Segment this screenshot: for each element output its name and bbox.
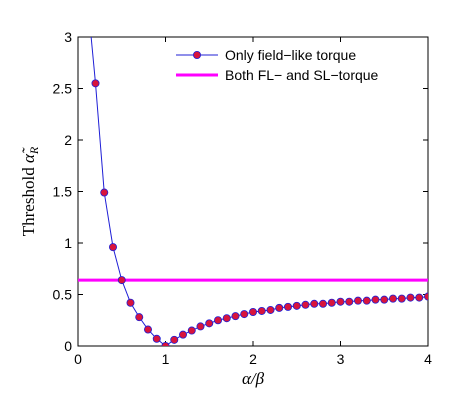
data-point xyxy=(275,303,284,312)
data-point xyxy=(424,292,428,301)
x-tick-label: 0 xyxy=(74,351,82,367)
plot-area: 0 1 2 3 4 0 0.5 1 1.5 2 2.5 3 Only field−like torque… xyxy=(19,29,432,388)
data-point xyxy=(345,297,354,306)
data-point xyxy=(336,297,345,306)
data-point xyxy=(380,295,389,304)
x-tick-label: 1 xyxy=(162,351,170,367)
y-tick-label: 2 xyxy=(64,132,72,148)
data-point xyxy=(248,308,257,317)
data-point xyxy=(135,313,144,322)
data-layer xyxy=(78,37,428,346)
data-point xyxy=(397,294,406,303)
y-axis-label: Threshold α̃R xyxy=(19,146,41,236)
data-point xyxy=(257,306,266,315)
data-point xyxy=(109,243,118,252)
data-point xyxy=(213,316,222,325)
data-point xyxy=(310,299,319,308)
y-tick-label: 1 xyxy=(64,235,72,251)
data-point xyxy=(91,79,100,88)
data-point xyxy=(318,299,327,308)
y-tick-label: 1.5 xyxy=(53,184,73,200)
x-tick-label: 4 xyxy=(424,351,432,367)
y-tick-label: 3 xyxy=(64,29,72,45)
data-point xyxy=(283,302,292,311)
data-point xyxy=(187,326,196,335)
data-point xyxy=(161,342,170,346)
data-point xyxy=(353,296,362,305)
y-tick-label: 0.5 xyxy=(53,287,73,303)
y-axis-label-text: Threshold xyxy=(19,163,38,236)
data-point xyxy=(196,322,205,331)
data-point xyxy=(388,294,397,303)
y-tick-label: 0 xyxy=(64,338,72,354)
data-point xyxy=(371,295,380,304)
data-point xyxy=(327,298,336,307)
legend-marker-field-like xyxy=(192,51,201,60)
data-point xyxy=(266,305,275,314)
data-point xyxy=(406,293,415,302)
data-point xyxy=(152,334,161,343)
data-point xyxy=(415,293,424,302)
data-point xyxy=(178,330,187,339)
data-point xyxy=(205,319,214,328)
data-point xyxy=(126,298,135,307)
data-point xyxy=(231,312,240,321)
data-point xyxy=(222,314,231,323)
x-tick-label: 3 xyxy=(337,351,345,367)
x-tick-label: 2 xyxy=(249,351,257,367)
series-field-like-line xyxy=(90,37,428,346)
data-point xyxy=(170,335,179,344)
data-point xyxy=(240,310,249,319)
y-axis-label-subscript: R xyxy=(27,146,41,155)
y-tick-label: 2.5 xyxy=(53,81,73,97)
data-point xyxy=(117,276,126,285)
data-point xyxy=(301,300,310,309)
data-point xyxy=(292,301,301,310)
legend-label-field-like: Only field−like torque xyxy=(225,47,356,63)
data-point xyxy=(362,296,371,305)
legend-label-both-torque: Both FL− and SL−torque xyxy=(225,67,379,83)
data-point xyxy=(143,325,152,334)
data-point xyxy=(100,188,109,197)
x-axis-label: α/β xyxy=(242,369,265,388)
